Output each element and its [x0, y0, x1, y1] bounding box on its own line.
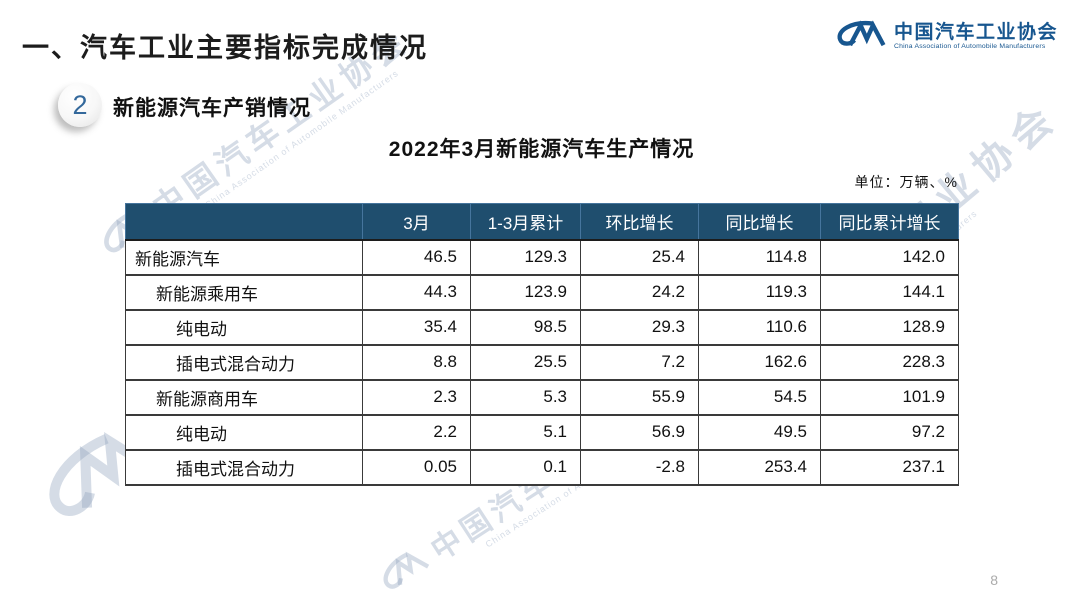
table-row: 插电式混合动力 0.05 0.1 -2.8 253.4 237.1 — [125, 448, 959, 486]
table-row: 插电式混合动力 8.8 25.5 7.2 162.6 228.3 — [125, 343, 959, 381]
section-number-badge: 2 — [58, 83, 102, 127]
column-header: 环比增长 — [580, 203, 699, 241]
value-cell: 0.05 — [362, 448, 471, 486]
value-cell: 0.1 — [470, 448, 581, 486]
value-cell: 97.2 — [820, 413, 959, 451]
value-cell: 56.9 — [580, 413, 699, 451]
value-cell: 144.1 — [820, 273, 959, 311]
value-cell: 54.5 — [698, 378, 821, 416]
cam-logo: 中国汽车工业协会 China Association of Automobile… — [834, 18, 1058, 55]
production-table: 3月 1-3月累计 环比增长 同比增长 同比累计增长 新能源汽车 46.5 12… — [125, 203, 959, 486]
column-header: 同比增长 — [698, 203, 821, 241]
column-header: 3月 — [362, 203, 471, 241]
cam-logo-watermark-icon — [372, 543, 432, 596]
page-title: 一、汽车工业主要指标完成情况 — [22, 33, 428, 63]
value-cell: 228.3 — [820, 343, 959, 381]
value-cell: 5.3 — [470, 378, 581, 416]
value-cell: 129.3 — [470, 238, 581, 276]
value-cell: 162.6 — [698, 343, 821, 381]
table-title: 2022年3月新能源汽车生产情况 — [388, 138, 695, 161]
value-cell: 98.5 — [470, 308, 581, 346]
value-cell: 49.5 — [698, 413, 821, 451]
row-label: 新能源乘用车 — [125, 273, 363, 311]
value-cell: 237.1 — [820, 448, 959, 486]
table-row: 纯电动 2.2 5.1 56.9 49.5 97.2 — [125, 413, 959, 451]
value-cell: 8.8 — [362, 343, 471, 381]
header-row: 3月 1-3月累计 环比增长 同比增长 同比累计增长 — [125, 203, 959, 241]
value-cell: 142.0 — [820, 238, 959, 276]
value-cell: 55.9 — [580, 378, 699, 416]
row-label: 插电式混合动力 — [125, 448, 363, 486]
value-cell: 35.4 — [362, 308, 471, 346]
logo-name-cn: 中国汽车工业协会 — [893, 21, 1058, 43]
column-header: 同比累计增长 — [820, 203, 959, 241]
row-label: 纯电动 — [125, 308, 363, 346]
value-cell: -2.8 — [580, 448, 699, 486]
column-header — [125, 203, 363, 241]
row-label: 插电式混合动力 — [125, 343, 363, 381]
cam-logo-icon — [834, 18, 886, 55]
row-label: 新能源汽车 — [125, 238, 363, 276]
value-cell: 123.9 — [470, 273, 581, 311]
value-cell: 114.8 — [698, 238, 821, 276]
value-cell: 128.9 — [820, 308, 959, 346]
value-cell: 24.2 — [580, 273, 699, 311]
value-cell: 7.2 — [580, 343, 699, 381]
value-cell: 46.5 — [362, 238, 471, 276]
value-cell: 253.4 — [698, 448, 821, 486]
page-number: 8 — [990, 572, 998, 588]
table-row: 纯电动 35.4 98.5 29.3 110.6 128.9 — [125, 308, 959, 346]
section-title: 新能源汽车产销情况 — [113, 97, 311, 120]
table-row: 新能源商用车 2.3 5.3 55.9 54.5 101.9 — [125, 378, 959, 416]
value-cell: 44.3 — [362, 273, 471, 311]
value-cell: 101.9 — [820, 378, 959, 416]
table-row: 新能源汽车 46.5 129.3 25.4 114.8 142.0 — [125, 238, 959, 276]
value-cell: 2.3 — [362, 378, 471, 416]
value-cell: 29.3 — [580, 308, 699, 346]
value-cell: 5.1 — [470, 413, 581, 451]
value-cell: 25.4 — [580, 238, 699, 276]
value-cell: 25.5 — [470, 343, 581, 381]
row-label: 纯电动 — [125, 413, 363, 451]
value-cell: 2.2 — [362, 413, 471, 451]
logo-name-en: China Association of Automobile Manufact… — [893, 43, 1046, 51]
unit-note: 单位：万辆、% — [854, 174, 958, 190]
table-row: 新能源乘用车 44.3 123.9 24.2 119.3 144.1 — [125, 273, 959, 311]
column-header: 1-3月累计 — [470, 203, 581, 241]
value-cell: 110.6 — [698, 308, 821, 346]
value-cell: 119.3 — [698, 273, 821, 311]
row-label: 新能源商用车 — [125, 378, 363, 416]
